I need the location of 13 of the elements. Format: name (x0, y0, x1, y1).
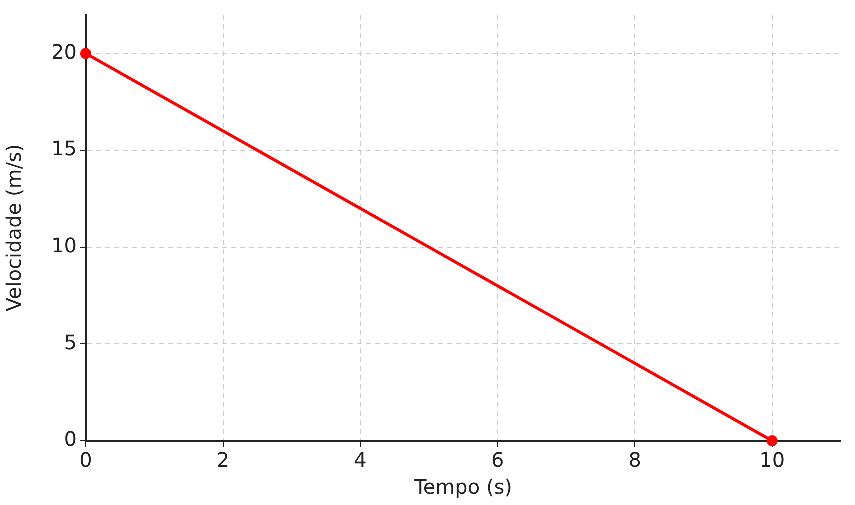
x-tick-label: 0 (80, 448, 92, 472)
y-tick-label: 15 (52, 136, 77, 161)
x-tick-label: 8 (628, 448, 642, 472)
y-axis-title: Velocidade (m/s) (2, 144, 26, 312)
x-tick-label: 4 (354, 448, 367, 472)
x-axis-title: Tempo (s) (414, 475, 512, 500)
x-tick-label: 6 (491, 448, 504, 472)
x-tick-label: 10 (760, 448, 786, 472)
x-tick-label: 2 (216, 448, 230, 472)
y-tick-label: 0 (64, 427, 77, 452)
y-tick-label: 20 (52, 40, 77, 64)
y-tick-label: 5 (64, 330, 77, 354)
y-tick-label: 10 (52, 234, 77, 258)
